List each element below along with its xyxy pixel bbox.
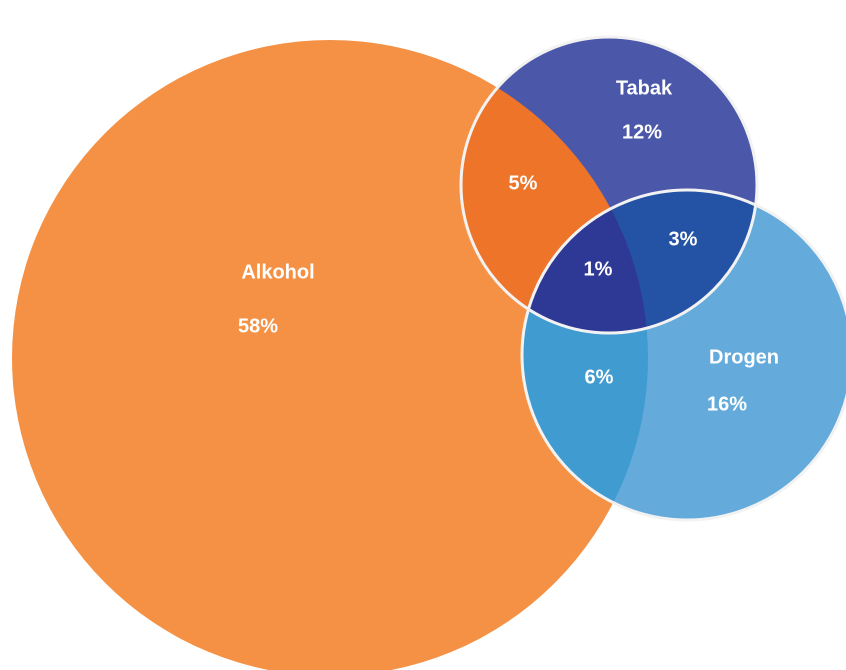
drogen-name-label: Drogen: [709, 346, 779, 368]
alkohol-value-label: 58%: [238, 315, 278, 337]
tabak-drogen-value-label: 3%: [669, 228, 698, 250]
tabak-name-label: Tabak: [616, 77, 673, 99]
alkohol-name-label: Alkohol: [241, 261, 314, 283]
drogen-outline: [520, 188, 846, 522]
tabak-outline: [459, 35, 759, 335]
intersection-all-three: [522, 190, 648, 333]
tabak-value-label: 12%: [622, 121, 662, 143]
alkohol-drogen-value-label: 6%: [585, 366, 614, 388]
alkohol-tabak-value-label: 5%: [509, 172, 538, 194]
drogen-value-label: 16%: [707, 393, 747, 415]
all-three-value-label: 1%: [584, 258, 613, 280]
